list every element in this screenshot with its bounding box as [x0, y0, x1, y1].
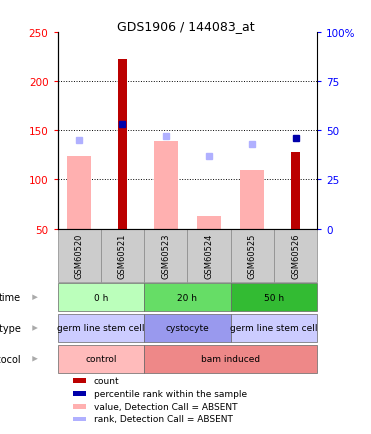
Bar	[118, 60, 127, 229]
Bar	[73, 391, 86, 396]
Bar	[101, 229, 144, 282]
Text: GSM60525: GSM60525	[248, 233, 257, 278]
Bar	[231, 284, 317, 311]
Bar	[144, 314, 231, 342]
Bar	[231, 229, 274, 282]
Text: germ line stem cell: germ line stem cell	[57, 324, 145, 333]
Text: GSM60523: GSM60523	[161, 233, 170, 278]
Bar	[274, 229, 317, 282]
Text: cystocyte: cystocyte	[165, 324, 209, 333]
Bar	[197, 216, 221, 229]
Text: 0 h: 0 h	[93, 293, 108, 302]
Bar	[144, 229, 187, 282]
Text: GSM60526: GSM60526	[291, 233, 300, 278]
Bar	[240, 171, 264, 229]
Text: cell type: cell type	[0, 323, 21, 333]
Bar	[73, 417, 86, 421]
Bar	[73, 378, 86, 383]
Bar	[58, 229, 101, 282]
Bar	[58, 345, 144, 373]
Bar	[73, 404, 86, 408]
Text: protocol: protocol	[0, 354, 21, 364]
Text: 20 h: 20 h	[177, 293, 197, 302]
Text: count: count	[94, 376, 119, 385]
Text: 50 h: 50 h	[264, 293, 284, 302]
Text: GSM60524: GSM60524	[204, 233, 213, 278]
Bar	[58, 284, 144, 311]
Text: percentile rank within the sample: percentile rank within the sample	[94, 389, 247, 398]
Bar	[144, 345, 317, 373]
Bar	[231, 314, 317, 342]
Bar	[154, 141, 178, 229]
Text: time: time	[0, 293, 21, 302]
Bar	[58, 314, 144, 342]
Text: rank, Detection Call = ABSENT: rank, Detection Call = ABSENT	[94, 414, 233, 424]
Text: bam induced: bam induced	[201, 355, 260, 363]
Text: GDS1906 / 144083_at: GDS1906 / 144083_at	[117, 20, 254, 33]
Text: GSM60521: GSM60521	[118, 233, 127, 278]
Text: germ line stem cell: germ line stem cell	[230, 324, 318, 333]
Text: value, Detection Call = ABSENT: value, Detection Call = ABSENT	[94, 402, 237, 411]
Bar	[291, 152, 301, 229]
Bar	[187, 229, 231, 282]
Bar	[144, 284, 231, 311]
Bar	[67, 156, 91, 229]
Text: control: control	[85, 355, 116, 363]
Text: GSM60520: GSM60520	[75, 233, 83, 278]
